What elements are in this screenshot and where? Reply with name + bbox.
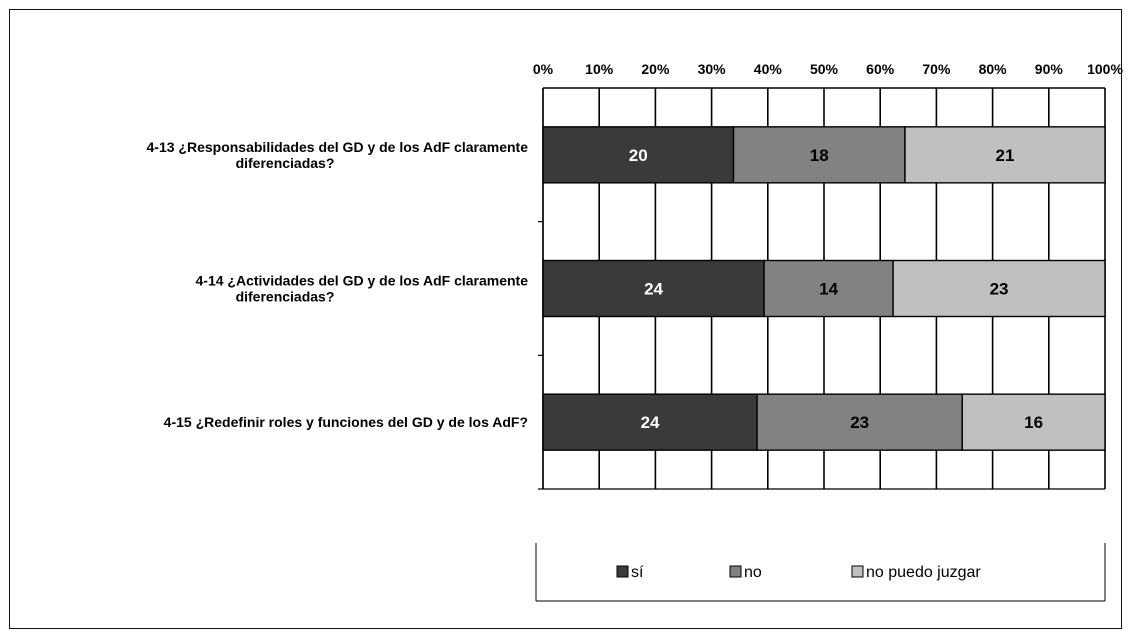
bars [542,126,1106,451]
legend-label: no puedo juzgar [866,564,981,581]
x-tick-label: 40% [754,61,783,77]
bar-segment [542,259,765,318]
bar-segment [892,259,1106,318]
bar-segment [756,393,963,451]
legend: sí no no puedo juzgar [535,543,1106,602]
data-label: 24 [644,280,663,299]
x-tick-label: 60% [866,61,895,77]
data-label: 24 [641,413,660,432]
x-tick-label: 70% [922,61,951,77]
category-label: diferenciadas? [236,289,335,305]
axes [538,88,1105,490]
data-label: 21 [996,146,1015,165]
x-tick-label: 20% [641,61,670,77]
x-tick-label: 50% [810,61,839,77]
bar-segment [763,259,894,318]
labels: 0% 10% 20% 30% 40% 50% 60% 70% 80% 90% 100% 20 18 21 4… [147,61,1124,432]
data-label: 18 [810,146,829,165]
legend-swatch [729,565,742,578]
category-label: 4-15 ¿Redefinir roles y funciones del GD… [164,414,528,430]
category-label: 4-13 ¿Responsabilidades del GD y de los … [147,139,529,155]
data-label: 14 [819,280,838,299]
bar-segment [904,126,1106,184]
x-tick-label: 80% [979,61,1008,77]
bar-segment [732,126,906,184]
x-tick-label: 90% [1035,61,1064,77]
legend-label: sí [631,564,644,581]
legend-swatch [851,565,864,578]
data-label: 20 [629,146,648,165]
bar-segment [542,126,735,184]
data-label: 16 [1024,413,1043,432]
x-tick-label: 100% [1087,61,1123,77]
bar-segment [961,393,1106,451]
data-label: 23 [850,413,869,432]
category-label: 4-14 ¿Actividades del GD y de los AdF cl… [196,273,529,289]
x-tick-label: 30% [698,61,727,77]
legend-label: no [744,564,762,581]
legend-swatch [616,565,629,578]
x-tick-label: 10% [585,61,614,77]
x-tick-label: 0% [533,61,554,77]
category-label: diferenciadas? [236,155,335,171]
data-label: 23 [990,280,1009,299]
